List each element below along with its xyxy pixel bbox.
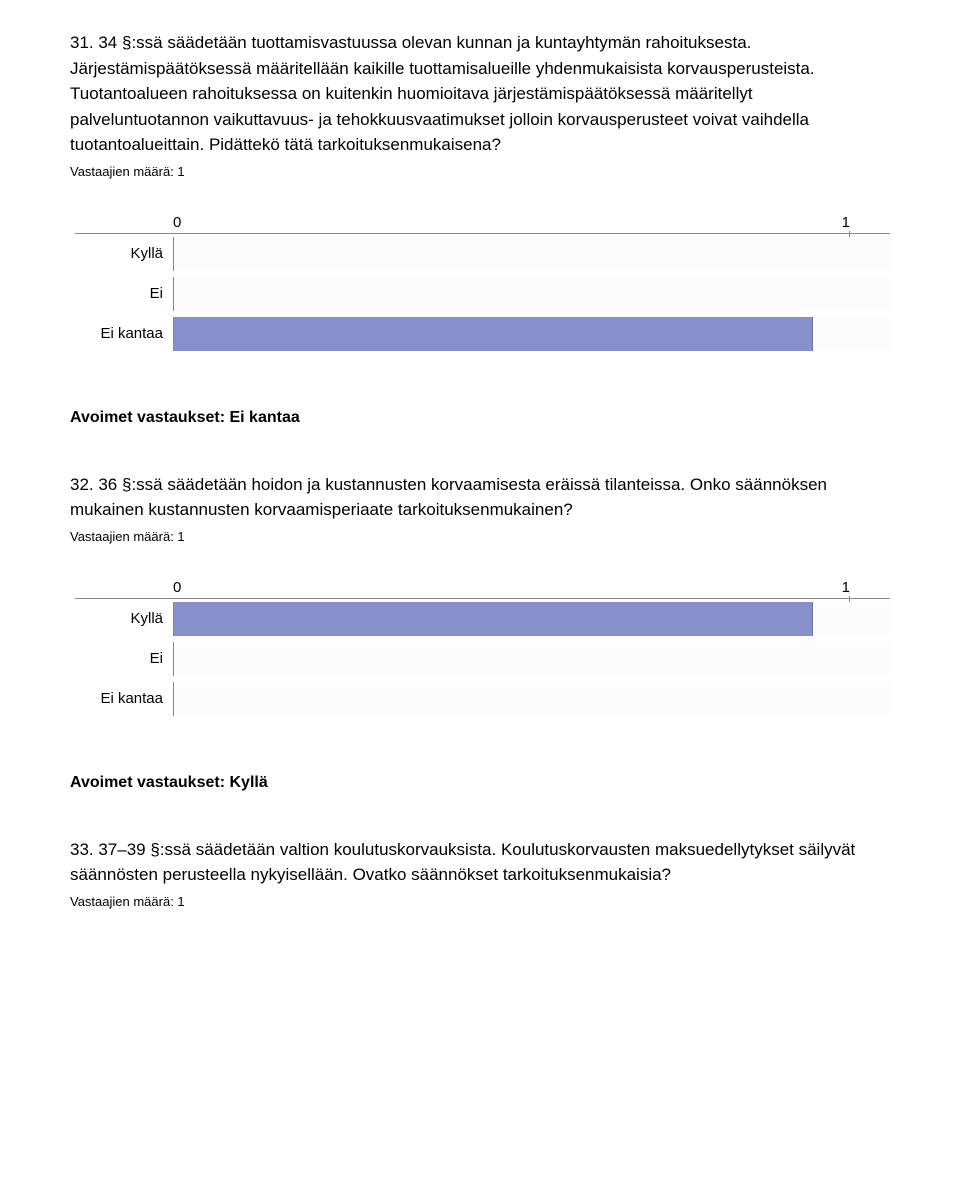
bar-label: Kyllä bbox=[75, 245, 173, 262]
bar-row: Ei kantaa bbox=[75, 314, 890, 354]
bar-row: Ei kantaa bbox=[75, 679, 890, 719]
respondent-count: Vastaajien määrä: 1 bbox=[70, 529, 890, 544]
bar-row: Ei bbox=[75, 274, 890, 314]
bar-label: Ei bbox=[75, 285, 173, 302]
chart-axis: 0 1 bbox=[75, 579, 890, 596]
question-block-1: 31. 34 §:ssä säädetään tuottamisvastuuss… bbox=[70, 30, 890, 427]
bar-label: Ei kantaa bbox=[75, 325, 173, 342]
bar-label: Ei bbox=[75, 650, 173, 667]
open-answers-label: Avoimet vastaukset: bbox=[70, 774, 225, 791]
respondent-count: Vastaajien määrä: 1 bbox=[70, 894, 890, 909]
chart-body: Kyllä Ei Ei kantaa bbox=[75, 598, 890, 719]
bar-fill bbox=[174, 602, 813, 636]
open-answers-value: Kyllä bbox=[229, 774, 267, 791]
open-answers-value: Ei kantaa bbox=[229, 409, 299, 426]
question-block-2: 32. 36 §:ssä säädetään hoidon ja kustann… bbox=[70, 472, 890, 792]
open-answers: Avoimet vastaukset: Ei kantaa bbox=[70, 409, 890, 427]
bar-row: Kyllä bbox=[75, 234, 890, 274]
bar-fill bbox=[174, 317, 813, 351]
axis-min: 0 bbox=[173, 214, 181, 231]
question-text: 31. 34 §:ssä säädetään tuottamisvastuuss… bbox=[70, 30, 890, 158]
bar-label: Ei kantaa bbox=[75, 690, 173, 707]
bar-chart: 0 1 Kyllä Ei Ei kantaa bbox=[75, 214, 890, 354]
bar-track bbox=[173, 642, 890, 676]
open-answers: Avoimet vastaukset: Kyllä bbox=[70, 774, 890, 792]
bar-track bbox=[173, 682, 890, 716]
respondent-count: Vastaajien määrä: 1 bbox=[70, 164, 890, 179]
question-block-3: 33. 37–39 §:ssä säädetään valtion koulut… bbox=[70, 837, 890, 909]
chart-body: Kyllä Ei Ei kantaa bbox=[75, 233, 890, 354]
open-answers-label: Avoimet vastaukset: bbox=[70, 409, 225, 426]
axis-min: 0 bbox=[173, 579, 181, 596]
chart-axis: 0 1 bbox=[75, 214, 890, 231]
bar-track bbox=[173, 237, 890, 271]
bar-track bbox=[173, 317, 890, 351]
axis-max: 1 bbox=[842, 214, 850, 231]
axis-max: 1 bbox=[842, 579, 850, 596]
bar-track bbox=[173, 602, 890, 636]
bar-label: Kyllä bbox=[75, 610, 173, 627]
question-text: 33. 37–39 §:ssä säädetään valtion koulut… bbox=[70, 837, 890, 888]
bar-row: Kyllä bbox=[75, 599, 890, 639]
question-text: 32. 36 §:ssä säädetään hoidon ja kustann… bbox=[70, 472, 890, 523]
bar-row: Ei bbox=[75, 639, 890, 679]
bar-track bbox=[173, 277, 890, 311]
bar-chart: 0 1 Kyllä Ei Ei kantaa bbox=[75, 579, 890, 719]
